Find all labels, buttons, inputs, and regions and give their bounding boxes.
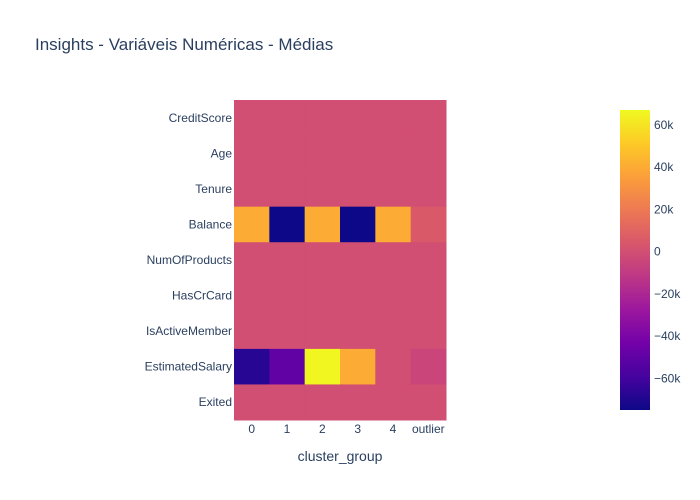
- heatmap-cell: [234, 242, 270, 279]
- heatmap-cell: [375, 384, 412, 421]
- heatmap-cell: [269, 135, 306, 172]
- heatmap-cell: [410, 206, 447, 243]
- heatmap-cell: [340, 135, 376, 172]
- heatmap-cell: [269, 206, 306, 243]
- heatmap-cell: [234, 313, 270, 350]
- colorbar-tick-labels: 60k 40k 20k 0 −20k −40k −60k: [654, 118, 681, 385]
- heatmap-cell: [375, 100, 412, 137]
- heatmap-cell: [269, 171, 306, 208]
- heatmap-cell: [340, 171, 376, 208]
- heatmap-cell: [269, 242, 306, 279]
- colorbar-tick-label: 40k: [654, 160, 674, 174]
- heatmap-cell: [304, 206, 341, 243]
- heatmap-cell: [375, 277, 412, 314]
- x-tick-label: 0: [248, 422, 255, 436]
- colorbar-tick-label: −40k: [654, 329, 681, 343]
- heatmap-cell: [304, 348, 341, 385]
- colorbar-tick-label: 0: [654, 245, 661, 259]
- heatmap-cell: [375, 348, 412, 385]
- colorbar-tick-label: −60k: [654, 371, 681, 385]
- x-tick-label: 3: [354, 422, 361, 436]
- heatmap-cell: [340, 206, 376, 243]
- heatmap-cell: [304, 100, 341, 137]
- heatmap-cell: [304, 242, 341, 279]
- heatmap-cell: [340, 384, 376, 421]
- heatmap-cell: [410, 313, 447, 350]
- y-tick-label: NumOfProducts: [147, 253, 232, 267]
- heatmap-cell: [234, 206, 270, 243]
- heatmap-cell: [304, 313, 341, 350]
- heatmap-cell: [410, 242, 447, 279]
- x-tick-label: 4: [390, 422, 397, 436]
- heatmap-cell: [234, 171, 270, 208]
- heatmap-cell: [410, 277, 447, 314]
- colorbar-tick-label: 20k: [654, 202, 674, 216]
- colorbar-tick-label: −20k: [654, 287, 681, 301]
- heatmap-cells: [234, 100, 447, 421]
- heatmap-cell: [340, 100, 376, 137]
- heatmap-cell: [304, 171, 341, 208]
- heatmap-cell: [234, 100, 270, 137]
- y-tick-label: Exited: [199, 395, 232, 409]
- y-tick-label: IsActiveMember: [146, 324, 232, 338]
- x-tick-label: outlier: [412, 422, 445, 436]
- heatmap-cell: [269, 384, 306, 421]
- heatmap-cell: [410, 348, 447, 385]
- heatmap-cell: [410, 100, 447, 137]
- x-axis-title: cluster_group: [298, 448, 383, 464]
- colorbar-tick-label: 60k: [654, 118, 674, 132]
- heatmap-cell: [234, 384, 270, 421]
- y-tick-label: HasCrCard: [172, 289, 232, 303]
- heatmap-cell: [269, 313, 306, 350]
- heatmap-cell: [340, 242, 376, 279]
- y-tick-label: Balance: [189, 217, 233, 231]
- heatmap-cell: [234, 135, 270, 172]
- y-tick-label: CreditScore: [169, 111, 233, 125]
- y-axis-tick-labels: CreditScore Age Tenure Balance NumOfProducts…: [145, 111, 233, 409]
- heatmap-cell: [234, 277, 270, 314]
- heatmap-cell: [410, 384, 447, 421]
- heatmap-cell: [269, 348, 306, 385]
- heatmap-cell: [269, 100, 306, 137]
- heatmap-cell: [375, 135, 412, 172]
- x-tick-label: 1: [284, 422, 291, 436]
- y-tick-label: Tenure: [195, 182, 232, 196]
- colorbar: [620, 110, 650, 410]
- x-axis-tick-labels: 0 1 2 3 4 outlier: [248, 422, 444, 436]
- heatmap-cell: [340, 348, 376, 385]
- chart-title: Insights - Variáveis Numéricas - Médias: [35, 35, 333, 54]
- heatmap-cell: [304, 384, 341, 421]
- heatmap-cell: [234, 348, 270, 385]
- heatmap-cell: [340, 277, 376, 314]
- heatmap-cell: [304, 135, 341, 172]
- x-tick-label: 2: [319, 422, 326, 436]
- heatmap-cell: [375, 313, 412, 350]
- heatmap-cell: [375, 242, 412, 279]
- y-tick-label: Age: [211, 146, 233, 160]
- heatmap-cell: [375, 206, 412, 243]
- heatmap-cell: [410, 171, 447, 208]
- heatmap-cell: [269, 277, 306, 314]
- heatmap-cell: [375, 171, 412, 208]
- heatmap-cell: [340, 313, 376, 350]
- y-tick-label: EstimatedSalary: [145, 360, 232, 374]
- heatmap-cell: [304, 277, 341, 314]
- heatmap-cell: [410, 135, 447, 172]
